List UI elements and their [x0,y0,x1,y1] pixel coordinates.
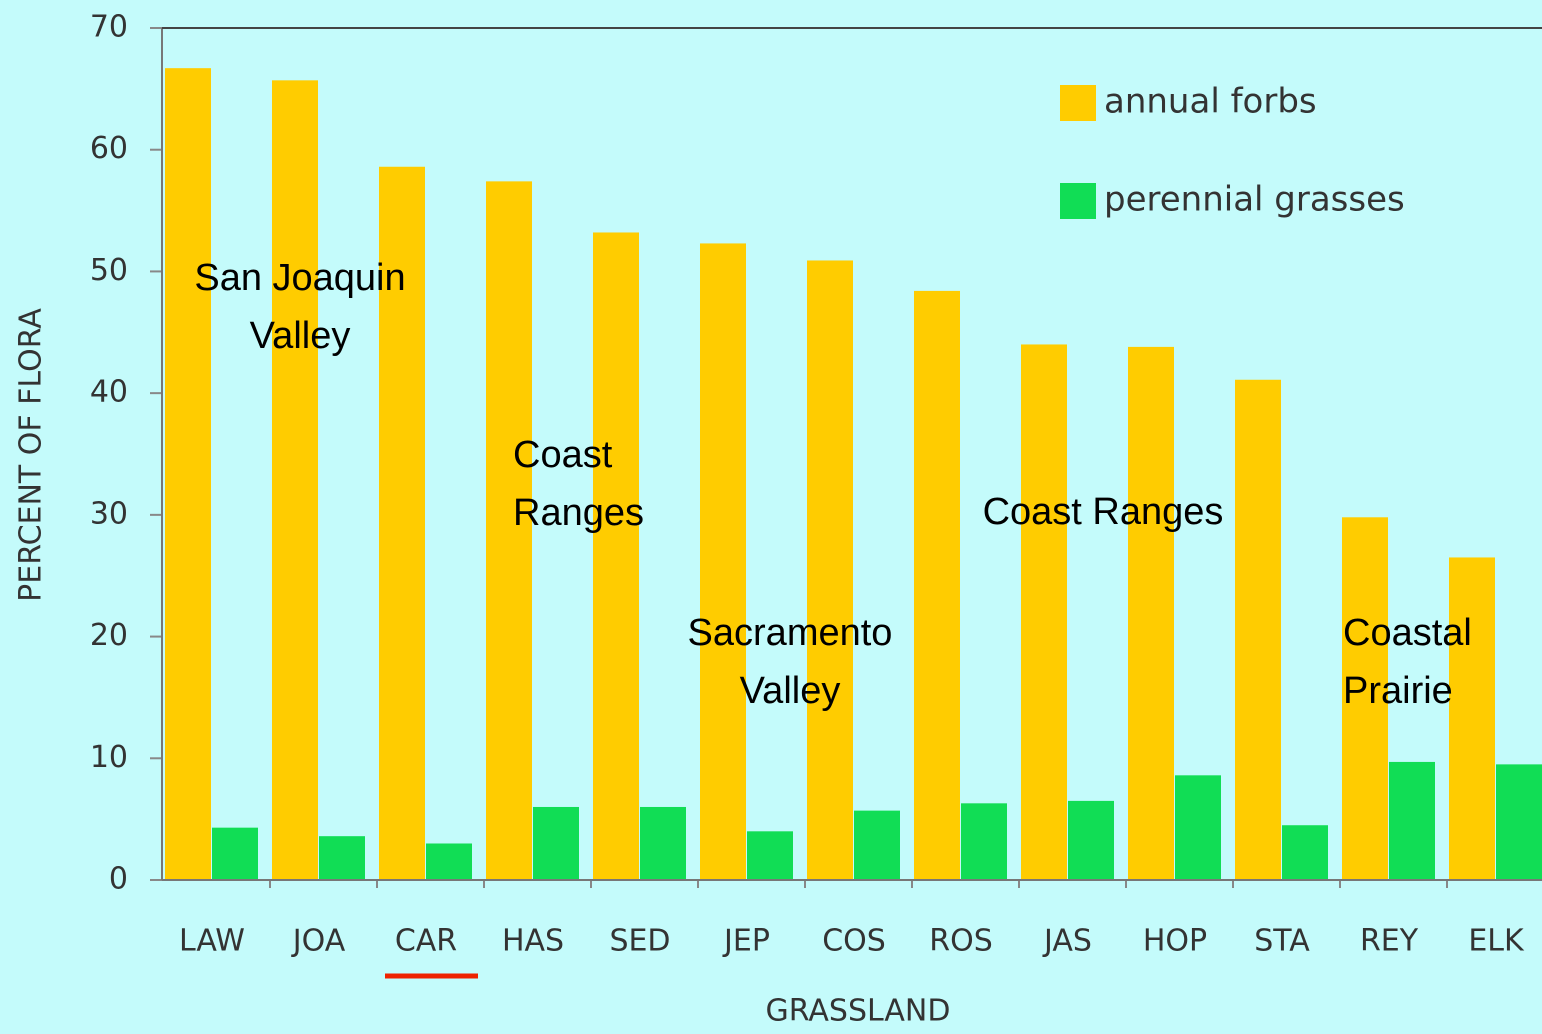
x-tick-label: LAW [179,924,245,959]
bar [272,80,318,880]
bar [533,806,579,880]
bar [486,181,532,881]
bar [1282,825,1328,880]
x-tick-label: HOP [1143,924,1207,959]
annotation: Valley [250,315,351,357]
bar [1128,346,1174,880]
bar [426,843,472,880]
x-tick-label: COS [822,924,886,959]
bar [1449,557,1495,880]
x-tick-label: JAS [1042,924,1092,959]
bar [212,827,258,880]
legend-label: perennial grasses [1104,180,1405,220]
x-tick-label: STA [1254,924,1310,959]
x-tick-label: REY [1360,924,1419,959]
annotation: Coast Ranges [983,491,1224,533]
bar [1235,379,1281,880]
bar [640,806,686,880]
bar [700,243,746,881]
bar [1068,800,1114,880]
y-tick-label: 50 [90,253,128,288]
annotation: Sacramento [688,612,893,654]
bar [593,232,639,881]
y-tick-label: 30 [90,496,128,531]
bar [854,810,900,880]
bar [747,831,793,880]
y-tick-label: 70 [90,10,128,45]
legend-swatch [1060,183,1096,219]
x-tick-label: ELK [1468,924,1525,959]
annotation: Coast [513,434,613,476]
bar [319,836,365,880]
x-tick-label: JEP [722,924,770,959]
y-tick-label: 0 [109,862,128,897]
bar [1496,764,1542,880]
legend-swatch [1060,85,1096,121]
bar [165,68,211,880]
bar [961,803,1007,880]
x-tick-label: SED [609,924,670,959]
bar [1021,344,1067,880]
x-tick-label: HAS [502,924,564,959]
x-tick-label: CAR [395,924,457,959]
y-axis-label: PERCENT OF FLORA [14,308,49,602]
bar [807,260,853,881]
x-axis-label: GRASSLAND [766,994,951,1029]
bar [914,290,960,881]
y-tick-label: 60 [90,131,128,166]
annotation: Coastal [1343,612,1472,654]
y-tick-label: 10 [90,740,128,775]
annotation: Prairie [1343,670,1453,712]
bar [1342,517,1388,880]
bar [379,166,425,881]
bar [1389,761,1435,880]
y-tick-label: 20 [90,618,128,653]
y-tick-label: 40 [90,375,128,410]
bar [1175,775,1221,880]
x-tick-label: ROS [929,924,993,959]
x-tick-label: JOA [291,924,346,959]
annotation: Ranges [513,492,644,534]
legend-label: annual forbs [1104,82,1317,122]
annotation: Valley [740,670,841,712]
annotation: San Joaquin [194,257,405,299]
